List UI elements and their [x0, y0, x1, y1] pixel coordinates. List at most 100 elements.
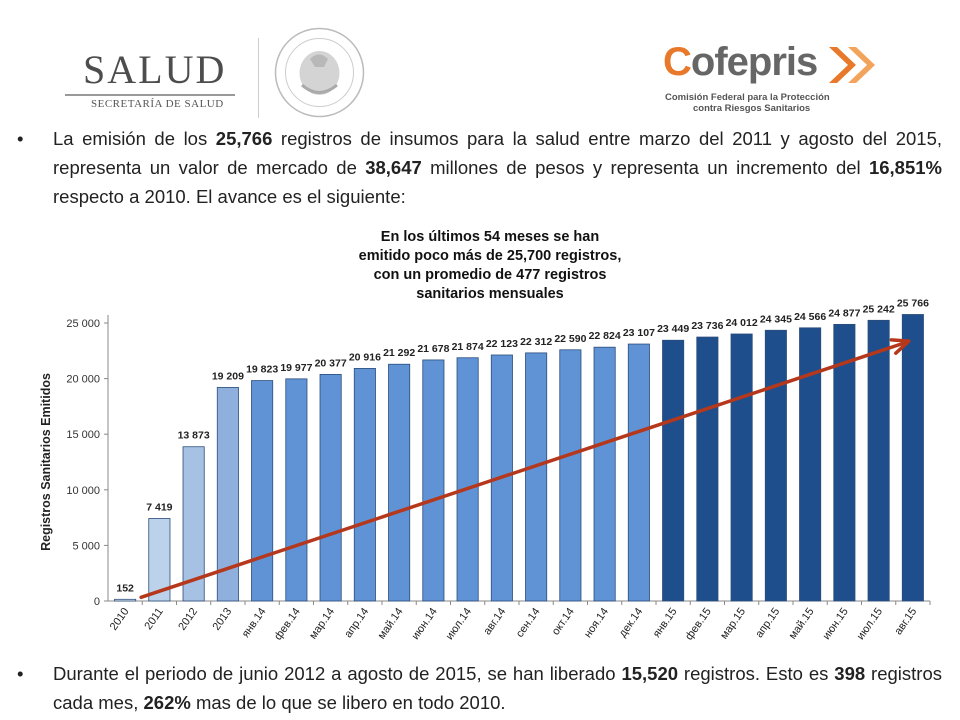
bar — [148, 518, 171, 602]
bar-value-label: 23 107 — [623, 327, 655, 339]
x-tick-label: авг.14 — [481, 606, 508, 637]
bar-value-label: 13 873 — [178, 430, 210, 442]
bar — [696, 336, 719, 602]
y-tick-label: 25 000 — [66, 318, 100, 330]
x-tick-label: апр.15 — [753, 606, 782, 640]
x-tick-label: май.14 — [376, 606, 406, 642]
x-tick-label: июн.15 — [820, 606, 850, 642]
x-tick-label: 2012 — [176, 606, 200, 633]
header-divider — [258, 38, 259, 118]
bar-value-label: 24 566 — [794, 311, 826, 323]
x-tick-label: май.15 — [787, 606, 817, 642]
cofepris-logo: Cofepris Comisión Federal para la Protec… — [663, 40, 893, 120]
bar-value-label: 19 823 — [246, 364, 278, 376]
cofepris-logo-word: Cofepris — [663, 40, 818, 84]
salud-logo-subtitle: SECRETARÍA DE SALUD — [91, 98, 224, 110]
x-tick-label: 2011 — [142, 606, 165, 632]
bar — [593, 346, 616, 602]
y-tick-label: 0 — [94, 596, 100, 608]
bullet-bottom-text: Durante el periodo de junio 2012 a agost… — [53, 663, 942, 713]
bar — [901, 314, 924, 602]
y-tick-label: 20 000 — [66, 374, 100, 386]
x-tick-label: мар.14 — [307, 606, 337, 642]
cofepris-logo-subtitle: Comisión Federal para la Protección contr… — [665, 92, 830, 114]
y-tick-label: 10 000 — [66, 485, 100, 497]
bar-value-label: 25 242 — [863, 303, 895, 315]
x-tick-label: 2013 — [210, 606, 234, 633]
bar — [730, 333, 753, 602]
x-tick-label: окт.14 — [550, 606, 577, 638]
x-tick-label: мар.15 — [718, 606, 748, 642]
bar — [867, 319, 890, 602]
x-tick-label: фев.15 — [683, 606, 714, 643]
bar-chart: 0 5 000 10 000 15 000 20 000 25 000 Registros … — [39, 297, 931, 643]
chart-title: En los últimos 54 meses se han emitido p… — [300, 228, 680, 304]
trend-line — [139, 340, 909, 600]
bullet-top: • La emisión de los 25,766 registros de … — [17, 124, 942, 211]
bar — [422, 359, 445, 602]
bar-value-label: 23 736 — [691, 320, 723, 332]
chart-title-line: En los últimos 54 meses se han — [380, 229, 600, 245]
bar — [353, 368, 376, 602]
x-tick-label: янв.15 — [651, 606, 680, 640]
bar — [388, 363, 411, 602]
y-tick-label: 15 000 — [66, 429, 100, 441]
chart-title-line: con un promedio de 477 registros — [373, 267, 607, 283]
bar-value-label: 22 824 — [589, 330, 621, 342]
bar — [662, 339, 685, 602]
y-tick-label: 5 000 — [72, 540, 100, 552]
bar — [114, 598, 137, 602]
bar — [764, 329, 787, 602]
x-tick-label: янв.14 — [240, 606, 269, 640]
bar — [525, 352, 548, 602]
bar — [182, 446, 205, 602]
bullet-dot: • — [17, 663, 24, 684]
bar — [251, 380, 274, 602]
bar-value-label: 21 292 — [383, 347, 415, 359]
salud-logo: SALUD SECRETARÍA DE SALUD — [65, 42, 240, 112]
bar — [799, 327, 822, 602]
bar-value-label: 20 916 — [349, 351, 381, 363]
bullet-top-text: La emisión de los 25,766 registros de in… — [53, 128, 942, 207]
x-tick-label: июл.14 — [444, 606, 474, 642]
trend-arrow-head — [889, 338, 911, 355]
x-tick-label: ноя.14 — [582, 606, 611, 640]
bar-value-label: 21 874 — [452, 341, 484, 353]
x-tick-label: июн.14 — [409, 606, 439, 642]
bar — [627, 343, 650, 602]
mexican-seal-icon — [274, 27, 365, 118]
bar-value-label: 22 312 — [520, 336, 552, 348]
bar — [319, 374, 342, 602]
double-arrow-icon — [829, 47, 875, 83]
x-tick-label: дек.14 — [617, 606, 646, 640]
bar — [559, 349, 582, 602]
bar-value-label: 24 345 — [760, 313, 792, 325]
bullet-dot: • — [17, 128, 24, 149]
bar-value-label: 22 590 — [554, 333, 586, 345]
bar-value-label: 19 209 — [212, 370, 244, 382]
bar-value-label: 7 419 — [146, 502, 172, 514]
x-tick-label: июл.15 — [855, 606, 885, 642]
bar-value-label: 20 377 — [315, 357, 347, 369]
x-tick-label: фев.14 — [272, 606, 303, 643]
bar-value-label: 23 449 — [657, 323, 689, 335]
bar-value-label: 21 678 — [417, 343, 449, 355]
bar-value-label: 24 877 — [828, 307, 860, 319]
salud-logo-line — [65, 94, 235, 96]
bar-value-label: 25 766 — [897, 297, 929, 309]
header: SALUD SECRETARÍA DE SALUD Cofepris Comis… — [0, 0, 960, 125]
x-tick-label: 2010 — [108, 606, 132, 633]
salud-logo-word: SALUD — [83, 47, 227, 92]
chart-title-line: emitido poco más de 25,700 registros, — [358, 248, 622, 264]
bar — [216, 386, 239, 602]
x-tick-label: апр.14 — [342, 606, 371, 640]
bullet-bottom: • Durante el periodo de junio 2012 a ago… — [17, 659, 942, 717]
y-axis-label: Registros Sanitarios Emitidos — [39, 373, 53, 551]
bar — [456, 357, 479, 602]
x-tick-label: сен.14 — [514, 606, 543, 640]
x-tick-label: авг.15 — [892, 606, 919, 637]
bar-value-label: 24 012 — [726, 317, 758, 329]
bar-value-label: 152 — [116, 582, 134, 594]
bar-value-label: 19 977 — [280, 362, 312, 374]
bar — [833, 323, 856, 602]
